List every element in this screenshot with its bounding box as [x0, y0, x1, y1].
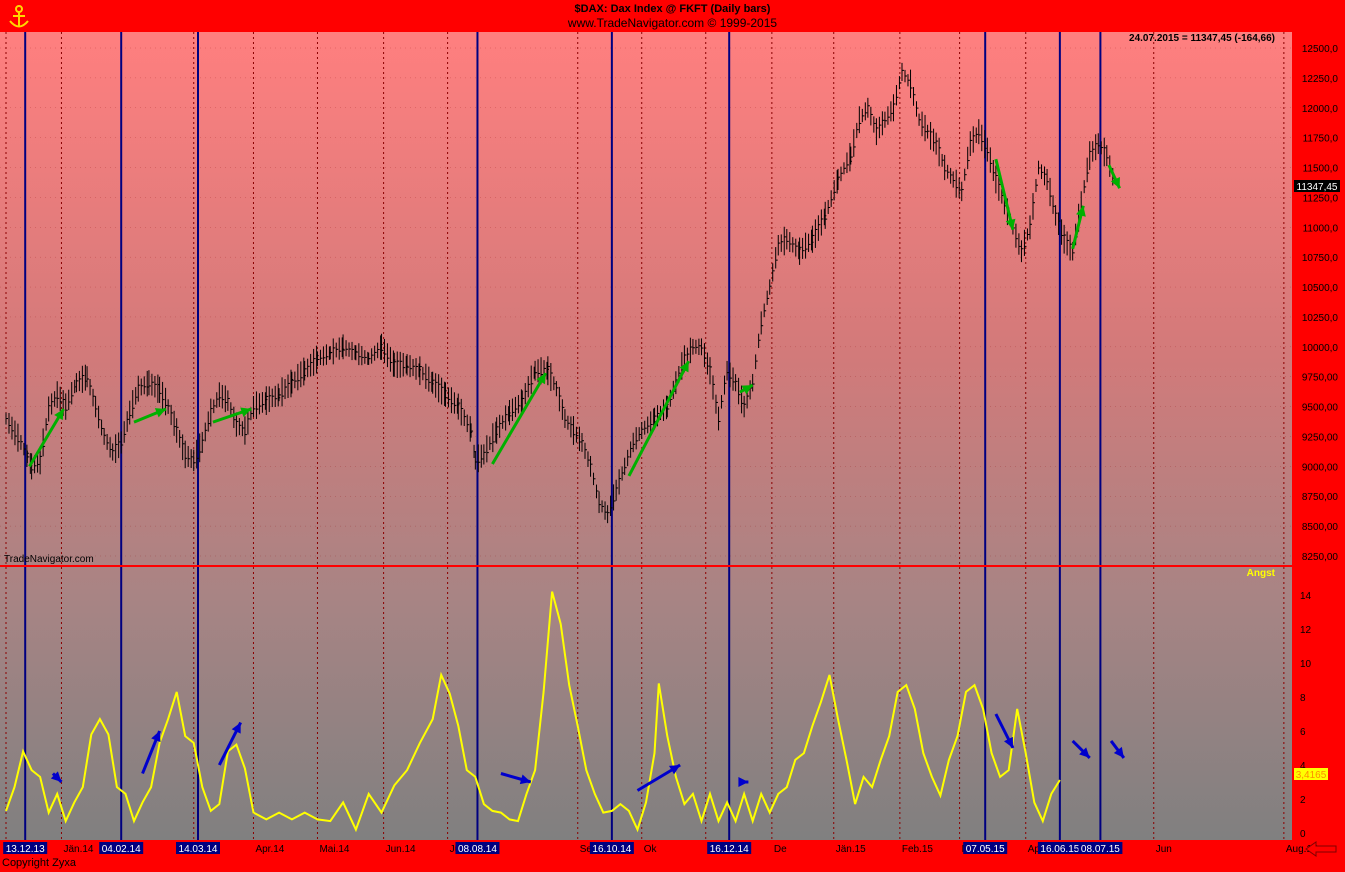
up-arrow-head: [240, 407, 252, 417]
indicator-tick-label: 6: [1300, 727, 1306, 738]
scroll-left-arrow-icon[interactable]: [1304, 840, 1338, 858]
event-date-tag-bg: [963, 842, 1008, 854]
header-bar: $DAX: Dax Index @ FKFT (Daily bars) www.…: [0, 0, 1345, 32]
price-tick-label: 11500,0: [1303, 164, 1339, 175]
price-tick-label: 11000,0: [1303, 223, 1339, 234]
down-arrow-head: [231, 722, 241, 734]
event-date-tag: 13.12.13: [6, 844, 45, 855]
down-arrow-head: [519, 774, 531, 785]
price-tick-label: 10750,0: [1302, 253, 1339, 264]
down-arrow-head: [1113, 746, 1124, 758]
indicator-tick-label: 4: [1300, 761, 1306, 772]
event-date-tag: 04.02.14: [102, 844, 141, 855]
down-arrow-head: [50, 771, 62, 782]
indicator-tick-label: 14: [1300, 591, 1312, 602]
price-tick-label: 12000,0: [1302, 104, 1339, 115]
indicator-series: [5, 591, 1061, 833]
last-price-tag: 11347,45: [1297, 182, 1338, 193]
price-tick-label: 9000,00: [1302, 462, 1339, 473]
date-tick-label: Jän.15: [836, 844, 866, 855]
down-arrow-head: [668, 765, 681, 775]
date-tick-label: De: [774, 844, 787, 855]
down-arrow-head: [1079, 747, 1090, 758]
event-date-tag: 16.12.14: [710, 844, 749, 855]
price-tick-label: 8250,00: [1302, 552, 1339, 563]
indicator-value-tag: 3,4165: [1296, 770, 1327, 781]
event-date-tag-bg: [1078, 842, 1123, 854]
event-date-tag-bg: [99, 842, 144, 854]
up-arrow: [28, 408, 65, 468]
plot-background: [0, 32, 1292, 840]
down-arrow-head: [151, 731, 161, 743]
date-tick-label: Mai.14: [319, 844, 349, 855]
date-tick-label: Jun.14: [386, 844, 416, 855]
indicator-name: Angst: [1247, 568, 1276, 579]
event-date-tag: 08.07.15: [1081, 844, 1120, 855]
event-date-tag: 16.10.14: [592, 844, 631, 855]
chart-title: $DAX: Dax Index @ FKFT (Daily bars): [574, 3, 771, 15]
watermark: TradeNavigator.com: [4, 554, 94, 565]
date-tick-label: Feb.15: [902, 844, 934, 855]
down-arrow-head: [738, 777, 749, 787]
chart-subtitle: www.TradeNavigator.com © 1999-2015: [567, 16, 778, 30]
event-date-tag-bg: [589, 842, 634, 854]
down-arrow-head: [1003, 736, 1013, 748]
event-date-tag: 07.05.15: [966, 844, 1005, 855]
up-arrow-head: [536, 373, 546, 385]
date-tick-label: Apr.14: [255, 844, 284, 855]
price-series: [5, 62, 1115, 524]
indicator-tick-label: 12: [1300, 625, 1312, 636]
up-arrow: [627, 360, 690, 477]
last-price-tag-bg: [1294, 180, 1340, 192]
date-tick-label: Aug.15: [1286, 844, 1318, 855]
price-tick-label: 9750,00: [1302, 373, 1339, 384]
event-date-tag-bg: [707, 842, 752, 854]
price-tick-label: 9250,00: [1302, 432, 1339, 443]
event-date-tag: 08.08.14: [458, 844, 497, 855]
price-tick-label: 10000,0: [1302, 343, 1339, 354]
indicator-tick-label: 8: [1300, 693, 1306, 704]
indicator-axis: 14 12 10 8 6 4 2 0: [1300, 591, 1312, 840]
up-arrow-head: [1005, 218, 1016, 230]
up-arrow-head: [741, 385, 753, 395]
price-tick-label: 11750,0: [1303, 134, 1339, 145]
up-arrow-head: [54, 408, 64, 421]
grid-layer: [0, 32, 1292, 840]
anchor-logo-icon[interactable]: [6, 4, 32, 30]
price-tick-label: 12250,0: [1302, 74, 1339, 85]
price-tick-label: 8500,00: [1302, 522, 1339, 533]
price-tick-label: 12500,0: [1302, 44, 1339, 55]
price-axis: 12500,0 12250,0 12000,0 11750,0 11500,0 11250…: [1302, 44, 1339, 563]
event-date-tag-bg: [1037, 842, 1082, 854]
date-tick-label: Jun: [1156, 844, 1172, 855]
date-axis: DeJän.14MApr.14Mai.14Jun.14Jul.14Sep.14O…: [3, 842, 1318, 855]
trend-arrows: [28, 158, 1126, 792]
price-tick-label: 10500,0: [1302, 283, 1339, 294]
up-arrow-head: [1076, 205, 1086, 217]
indicator-tick-label: 0: [1300, 829, 1306, 840]
event-date-tag-bg: [176, 842, 220, 854]
angst-line: [5, 591, 1061, 833]
indicator-tick-label: 10: [1300, 659, 1312, 670]
price-tick-label: 9500,00: [1302, 403, 1339, 414]
up-arrow-head: [154, 408, 166, 418]
up-arrow-head: [1110, 177, 1120, 189]
indicator-value-tag-bg: [1294, 768, 1328, 780]
up-arrow-head: [679, 361, 689, 373]
price-tick-label: 8750,00: [1302, 492, 1339, 503]
event-date-tag: 16.06.15: [1040, 844, 1079, 855]
up-arrow: [491, 372, 548, 465]
price-tick-label: 11250,0: [1303, 193, 1339, 204]
date-tick-label: Jän.14: [63, 844, 93, 855]
event-date-tag-bg: [3, 842, 48, 854]
last-info-label: 24.07.2015 = 11347,45 (-164,66): [1129, 33, 1275, 44]
event-date-tag: 14.03.14: [179, 844, 218, 855]
date-tick-label: Ok: [644, 844, 658, 855]
indicator-tick-label: 2: [1300, 795, 1306, 806]
event-date-tag-bg: [455, 842, 500, 854]
price-tick-label: 10250,0: [1302, 313, 1339, 324]
up-arrow: [994, 158, 1015, 231]
copyright-label: Copyright Zyxa: [2, 857, 76, 869]
